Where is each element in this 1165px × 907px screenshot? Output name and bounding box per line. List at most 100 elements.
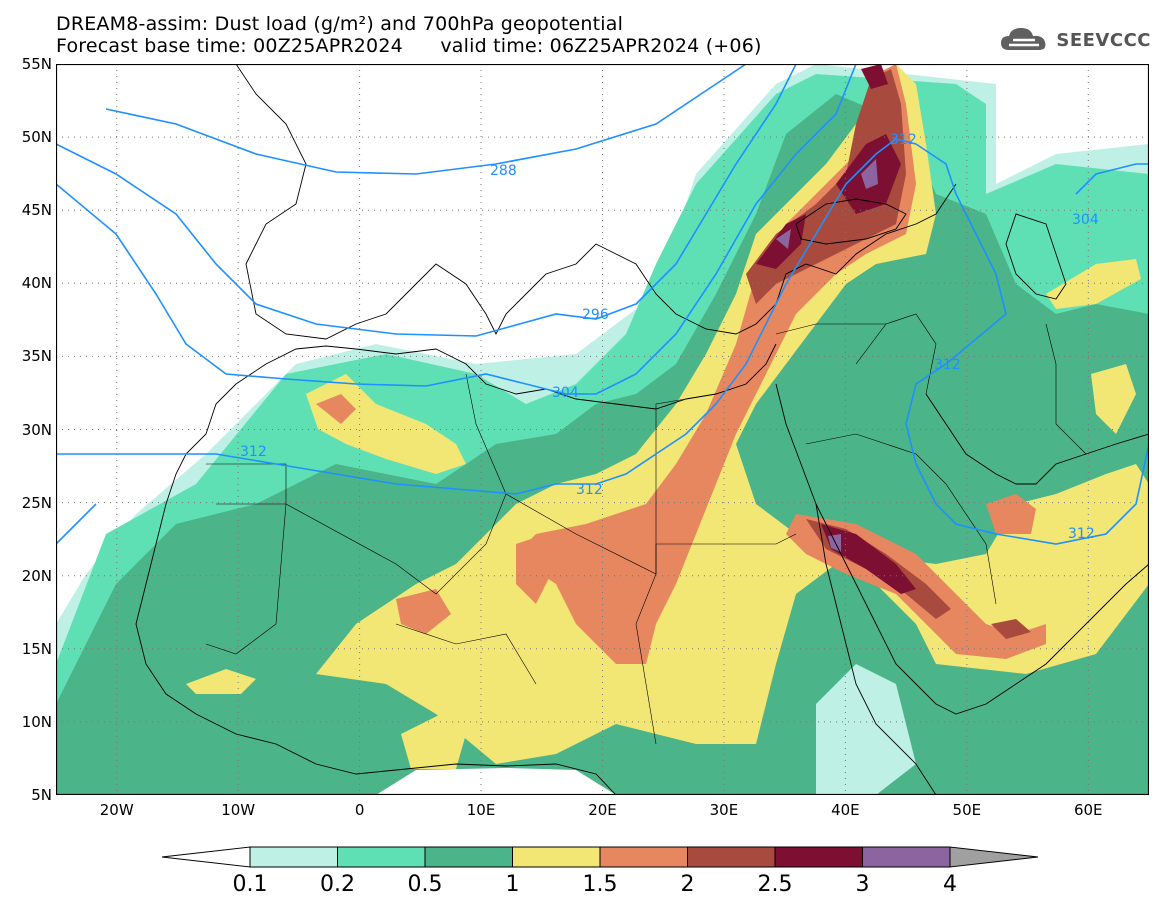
colorbar-label: 1 bbox=[506, 872, 520, 897]
lat-tick-label: 15N bbox=[21, 639, 52, 658]
dust-level-1-gulf bbox=[1091, 364, 1136, 434]
contour-label-296: 296 bbox=[582, 307, 609, 323]
dust-free-south bbox=[56, 768, 616, 795]
dust-free-southeast bbox=[816, 664, 916, 795]
contour-label-312-b: 312 bbox=[576, 482, 603, 498]
border-west-sahara bbox=[206, 463, 287, 505]
dust-level-3-turkey bbox=[776, 229, 791, 249]
coastline-east-africa bbox=[815, 503, 937, 795]
contour-304 bbox=[56, 64, 857, 395]
lat-tick-label: 40N bbox=[21, 274, 52, 293]
valid-time: valid time: 06Z25APR2024 (+06) bbox=[440, 35, 762, 57]
colorbar-box bbox=[599, 846, 688, 868]
coastlines bbox=[135, 64, 1149, 795]
map-subtitle: Forecast base time: 00Z25APR2024 valid t… bbox=[56, 36, 762, 56]
border-iraq-iran bbox=[855, 313, 937, 395]
lat-tick-label: 10N bbox=[21, 712, 52, 731]
dust-level-1.5-chad bbox=[516, 534, 556, 604]
dust-level-2.5-north bbox=[861, 64, 888, 89]
colorbar-label: 2 bbox=[681, 872, 695, 897]
colorbar-box bbox=[512, 846, 601, 868]
contour-label-288: 288 bbox=[490, 163, 517, 179]
lat-tick-label: 5N bbox=[31, 786, 52, 804]
coastline-europe bbox=[235, 64, 957, 340]
colorbar-box bbox=[337, 846, 426, 868]
colorbar-label: 4 bbox=[943, 872, 957, 897]
lon-tick-label: 40E bbox=[831, 801, 860, 819]
colorbar-box bbox=[687, 846, 776, 868]
coastline-gulf bbox=[925, 393, 1149, 485]
cloud-icon bbox=[1001, 28, 1046, 50]
forecast-base-time: Forecast base time: 00Z25APR2024 bbox=[56, 35, 403, 57]
lat-tick-label: 50N bbox=[21, 128, 52, 147]
contour-312-left bbox=[56, 503, 97, 545]
dust-level-1-westafrica bbox=[186, 669, 256, 694]
contour-288 bbox=[105, 64, 747, 175]
dust-level-2.5-arabia bbox=[821, 524, 916, 594]
lat-tick-label: 25N bbox=[21, 493, 52, 512]
coastline-black-sea bbox=[795, 198, 907, 245]
border-saudi bbox=[805, 433, 997, 605]
colorbar-box bbox=[424, 846, 513, 868]
lat-tick-label: 45N bbox=[21, 201, 52, 220]
lat-tick-label: 30N bbox=[21, 420, 52, 439]
border-mauritania-mali bbox=[205, 503, 287, 655]
contour-304-right bbox=[1075, 163, 1149, 195]
map-frame bbox=[56, 64, 1149, 795]
dust-load-map: 288 296 304 312 312 312 312 312 304 bbox=[56, 64, 1149, 795]
contour-312-east bbox=[905, 143, 1149, 545]
colorbar-label: 0.5 bbox=[408, 872, 443, 897]
seevccc-logo: SEEVCCC bbox=[999, 26, 1151, 54]
coastline-caspian bbox=[1005, 213, 1067, 300]
coastline-west-africa bbox=[135, 363, 617, 795]
lat-tick-label: 20N bbox=[21, 566, 52, 585]
contour-label-312-c: 312 bbox=[890, 132, 917, 148]
lat-tick-label: 35N bbox=[21, 347, 52, 366]
lon-tick-label: 0 bbox=[354, 801, 365, 819]
lon-tick-label: 60E bbox=[1073, 801, 1103, 819]
dust-level-3-blacksea bbox=[861, 159, 878, 189]
lon-tick-label: 50E bbox=[952, 801, 982, 819]
border-algeria-mali bbox=[285, 373, 507, 595]
lon-tick-label: 20W bbox=[99, 801, 134, 819]
graticule bbox=[56, 64, 1149, 795]
colorbar-label: 0.1 bbox=[233, 872, 268, 897]
border-niger-nigeria bbox=[395, 623, 537, 685]
geopotential-contours bbox=[56, 64, 1149, 545]
colorbar-box bbox=[774, 846, 863, 868]
colorbar-box bbox=[249, 846, 338, 868]
coastline-north-africa bbox=[265, 343, 777, 410]
colorbar-label: 0.2 bbox=[320, 872, 355, 897]
dust-level-1-caspian bbox=[1046, 259, 1141, 309]
colorbar-label: 3 bbox=[856, 872, 870, 897]
lon-tick-label: 10E bbox=[466, 801, 496, 819]
dust-level-1-nigeria bbox=[401, 714, 466, 769]
dust-level-2-oman bbox=[991, 619, 1031, 639]
lat-tick-label: 55N bbox=[21, 55, 52, 73]
borders bbox=[205, 313, 1087, 745]
lon-tick-label: 20E bbox=[588, 801, 617, 819]
dust-level-0.5 bbox=[56, 94, 1149, 795]
border-egypt-sudan bbox=[655, 533, 797, 574]
contour-312-main bbox=[56, 138, 917, 495]
border-iran-afghanistan bbox=[1045, 323, 1087, 455]
contour-296 bbox=[56, 64, 797, 337]
contour-label-304: 304 bbox=[552, 385, 579, 401]
colorbar-box bbox=[862, 846, 951, 868]
border-turkey-syria bbox=[775, 323, 886, 335]
contour-label-312-e: 312 bbox=[1068, 526, 1095, 542]
contour-labels: 288 296 304 312 312 312 312 312 304 bbox=[240, 132, 1099, 542]
dust-level-1.5-niger bbox=[396, 589, 451, 634]
dust-level-1.5-algeria bbox=[316, 394, 356, 424]
colorbar: 0.1 0.2 0.5 1 1.5 2 2.5 3 4 bbox=[161, 846, 1039, 897]
lon-tick-label: 10W bbox=[221, 801, 256, 819]
contour-label-304-b: 304 bbox=[1072, 212, 1099, 228]
border-chad-sudan bbox=[635, 573, 657, 745]
colorbar-max-triangle bbox=[949, 846, 1039, 868]
map-title: DREAM8-assim: Dust load (g/m²) and 700hP… bbox=[56, 13, 624, 35]
lon-tick-label: 30E bbox=[709, 801, 739, 819]
contour-label-312-d: 312 bbox=[934, 357, 961, 373]
dust-level-1.5-uae bbox=[986, 494, 1036, 534]
colorbar-label: 1.5 bbox=[583, 872, 618, 897]
colorbar-label: 2.5 bbox=[758, 872, 793, 897]
